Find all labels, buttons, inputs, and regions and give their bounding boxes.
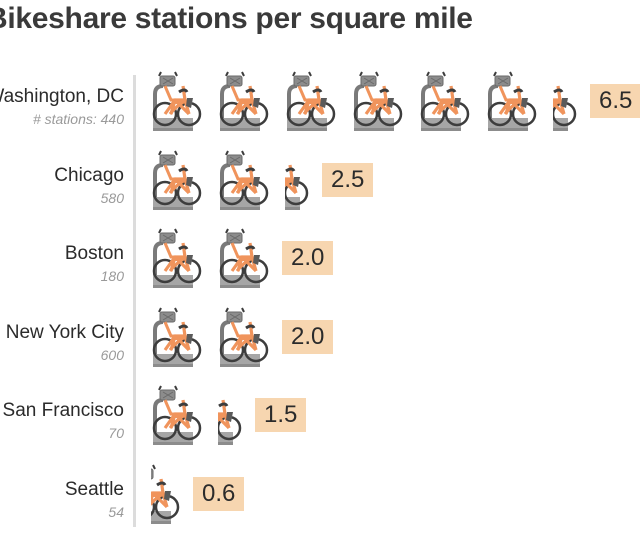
- category-label: Boston: [64, 243, 124, 264]
- chart-row-boston: Boston 180 2.0: [0, 227, 640, 301]
- bike-icon: [218, 227, 272, 291]
- axis-rule: [133, 75, 136, 527]
- bike-icon: [419, 70, 473, 134]
- value-label: 2.0: [282, 241, 334, 275]
- chart-row-san-francisco: San Francisco 70 1.5: [0, 384, 640, 458]
- chart-title: Bikeshare stations per square mile: [0, 2, 473, 35]
- bike-icon: [218, 306, 272, 370]
- bike-icon: [486, 70, 540, 134]
- chart-row-seattle: Seattle 54 0.6: [0, 463, 640, 537]
- bike-icon: [151, 227, 205, 291]
- category-label: New York City: [5, 321, 124, 343]
- value-label: 6.5: [590, 84, 640, 118]
- bike-icon: [151, 70, 205, 134]
- value-label: 2.0: [282, 319, 334, 354]
- category-label: Seattle: [64, 478, 124, 500]
- chart-row-new-york-city: New York City 600 2.0: [0, 306, 640, 380]
- station-count-label: # stations: 440: [32, 111, 124, 127]
- value-label: 0.6: [193, 476, 245, 511]
- bike-icon: [151, 384, 205, 448]
- bike-icon: [285, 149, 312, 213]
- bike-icon: [151, 149, 205, 213]
- value-label: 1.5: [255, 398, 307, 432]
- category-label: Washington, DC: [0, 86, 124, 107]
- station-count-label: 180: [100, 268, 124, 284]
- chart-row-washington-dc: Washington, DC # stations: 440 6.5: [0, 70, 640, 144]
- category-label: Chicago: [54, 164, 124, 186]
- bike-icon: [553, 70, 580, 134]
- station-count-label: 54: [108, 503, 124, 520]
- bike-icon: [285, 70, 339, 134]
- value-label: 2.5: [322, 162, 374, 197]
- bike-icon: [151, 463, 183, 527]
- bike-icon: [218, 70, 272, 134]
- bike-icon: [151, 306, 205, 370]
- chart-row-chicago: Chicago 580 2.5: [0, 149, 640, 223]
- bike-icon: [218, 149, 272, 213]
- station-count-label: 70: [108, 425, 124, 441]
- bike-icon: [352, 70, 406, 134]
- bike-icon: [218, 384, 245, 448]
- category-label: San Francisco: [2, 400, 124, 421]
- station-count-label: 600: [100, 346, 124, 363]
- station-count-label: 580: [100, 189, 124, 206]
